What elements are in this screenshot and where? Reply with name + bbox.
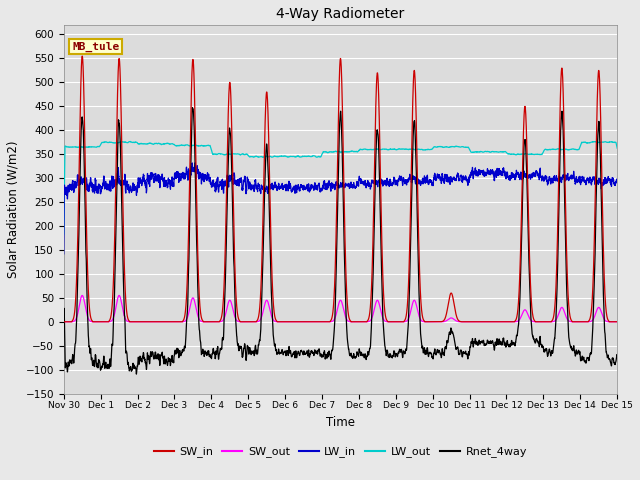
Y-axis label: Solar Radiation (W/m2): Solar Radiation (W/m2) bbox=[7, 141, 20, 278]
Text: MB_tule: MB_tule bbox=[72, 41, 119, 52]
Legend: SW_in, SW_out, LW_in, LW_out, Rnet_4way: SW_in, SW_out, LW_in, LW_out, Rnet_4way bbox=[149, 442, 531, 462]
Title: 4-Way Radiometer: 4-Way Radiometer bbox=[276, 7, 404, 21]
X-axis label: Time: Time bbox=[326, 416, 355, 429]
